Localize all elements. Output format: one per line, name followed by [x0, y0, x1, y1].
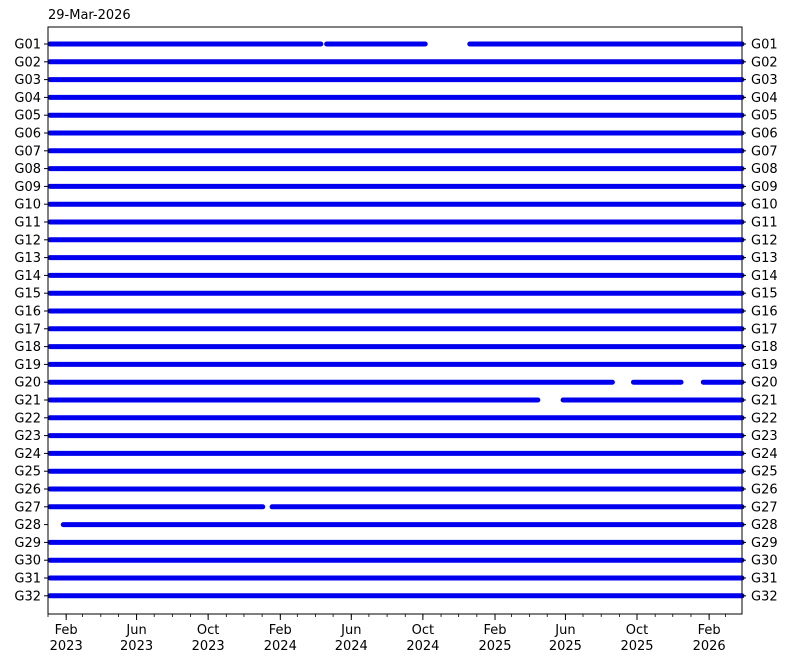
y-label-right-g08: G08: [751, 162, 778, 177]
y-label-right-g26: G26: [751, 483, 778, 498]
y-label-left-g23: G23: [14, 429, 41, 444]
y-label-left-g32: G32: [14, 589, 41, 604]
y-label-left-g10: G10: [14, 198, 41, 213]
x-tick-label: Jun 2025: [549, 623, 582, 654]
y-label-right-g09: G09: [751, 180, 778, 195]
x-tick-label: Oct 2025: [620, 623, 653, 654]
y-label-right-g11: G11: [751, 216, 778, 231]
y-label-right-g21: G21: [751, 394, 778, 409]
x-tick-label: Feb 2026: [693, 623, 726, 654]
y-label-right-g20: G20: [751, 376, 778, 391]
x-axis: Feb 2023 Jun 2023 Oct 2023 Feb 2024 Jun 2024 Oct 20…: [47, 614, 726, 654]
y-label-right-g22: G22: [751, 411, 778, 426]
y-label-left-g22: G22: [14, 411, 41, 426]
y-label-left-g20: G20: [14, 376, 41, 391]
y-label-left-g17: G17: [14, 322, 41, 337]
y-label-right-g04: G04: [751, 91, 778, 106]
y-label-left-g18: G18: [14, 340, 41, 355]
y-label-right-g16: G16: [751, 305, 778, 320]
y-label-right-g03: G03: [751, 73, 778, 88]
y-label-right-g13: G13: [751, 251, 778, 266]
y-label-right-g19: G19: [751, 358, 778, 373]
x-tick-label: Feb 2023: [50, 623, 83, 654]
y-label-left-g15: G15: [14, 287, 41, 302]
y-label-left-g29: G29: [14, 536, 41, 551]
y-label-left-g06: G06: [14, 127, 41, 142]
y-label-left-g11: G11: [14, 216, 41, 231]
y-label-right-g18: G18: [751, 340, 778, 355]
y-label-left-g12: G12: [14, 233, 41, 248]
y-label-right-g24: G24: [751, 447, 778, 462]
y-label-left-g07: G07: [14, 144, 41, 159]
x-tick-label: Jun 2023: [120, 623, 153, 654]
y-label-left-g19: G19: [14, 358, 41, 373]
y-label-right-g31: G31: [751, 572, 778, 587]
y-label-left-g04: G04: [14, 91, 41, 106]
y-label-right-g17: G17: [751, 322, 778, 337]
y-label-right-g07: G07: [751, 144, 778, 159]
y-label-right-g32: G32: [751, 589, 778, 604]
y-label-left-g01: G01: [14, 38, 41, 53]
y-label-right-g05: G05: [751, 109, 778, 124]
x-tick-label: Oct 2024: [406, 623, 439, 654]
y-label-right-g15: G15: [751, 287, 778, 302]
x-tick-label: Jun 2024: [335, 623, 368, 654]
y-label-left-g14: G14: [14, 269, 41, 284]
y-label-right-g27: G27: [751, 500, 778, 515]
y-label-left-g03: G03: [14, 73, 41, 88]
y-label-right-g12: G12: [751, 233, 778, 248]
y-label-left-g27: G27: [14, 500, 41, 515]
y-label-right-g28: G28: [751, 518, 778, 533]
y-label-right-g23: G23: [751, 429, 778, 444]
y-label-left-g24: G24: [14, 447, 41, 462]
series-bars: [47, 41, 745, 599]
y-label-right-g25: G25: [751, 465, 778, 480]
y-label-left-g13: G13: [14, 251, 41, 266]
date-label: 29-Mar-2026: [48, 8, 131, 23]
y-label-left-g08: G08: [14, 162, 41, 177]
y-label-left-g31: G31: [14, 572, 41, 587]
y-axis: G01 G01 G02 G02 G03 G03 G04 G04 G05 G05 G06 G06 G07 G…: [14, 38, 777, 605]
y-label-left-g16: G16: [14, 305, 41, 320]
x-tick-label: Oct 2023: [192, 623, 225, 654]
plot-frame: [47, 26, 743, 615]
y-label-left-g30: G30: [14, 554, 41, 569]
y-label-right-g02: G02: [751, 55, 778, 70]
y-label-right-g14: G14: [751, 269, 778, 284]
y-label-left-g25: G25: [14, 465, 41, 480]
x-tick-label: Feb 2025: [478, 623, 511, 654]
y-label-left-g26: G26: [14, 483, 41, 498]
y-label-left-g09: G09: [14, 180, 41, 195]
y-label-right-g29: G29: [751, 536, 778, 551]
x-tick-label: Feb 2024: [264, 623, 297, 654]
y-label-right-g30: G30: [751, 554, 778, 569]
y-label-left-g21: G21: [14, 394, 41, 409]
y-label-left-g02: G02: [14, 55, 41, 70]
y-label-left-g05: G05: [14, 109, 41, 124]
y-label-right-g10: G10: [751, 198, 778, 213]
y-label-right-g01: G01: [751, 38, 778, 53]
y-label-left-g28: G28: [14, 518, 41, 533]
y-label-right-g06: G06: [751, 127, 778, 142]
